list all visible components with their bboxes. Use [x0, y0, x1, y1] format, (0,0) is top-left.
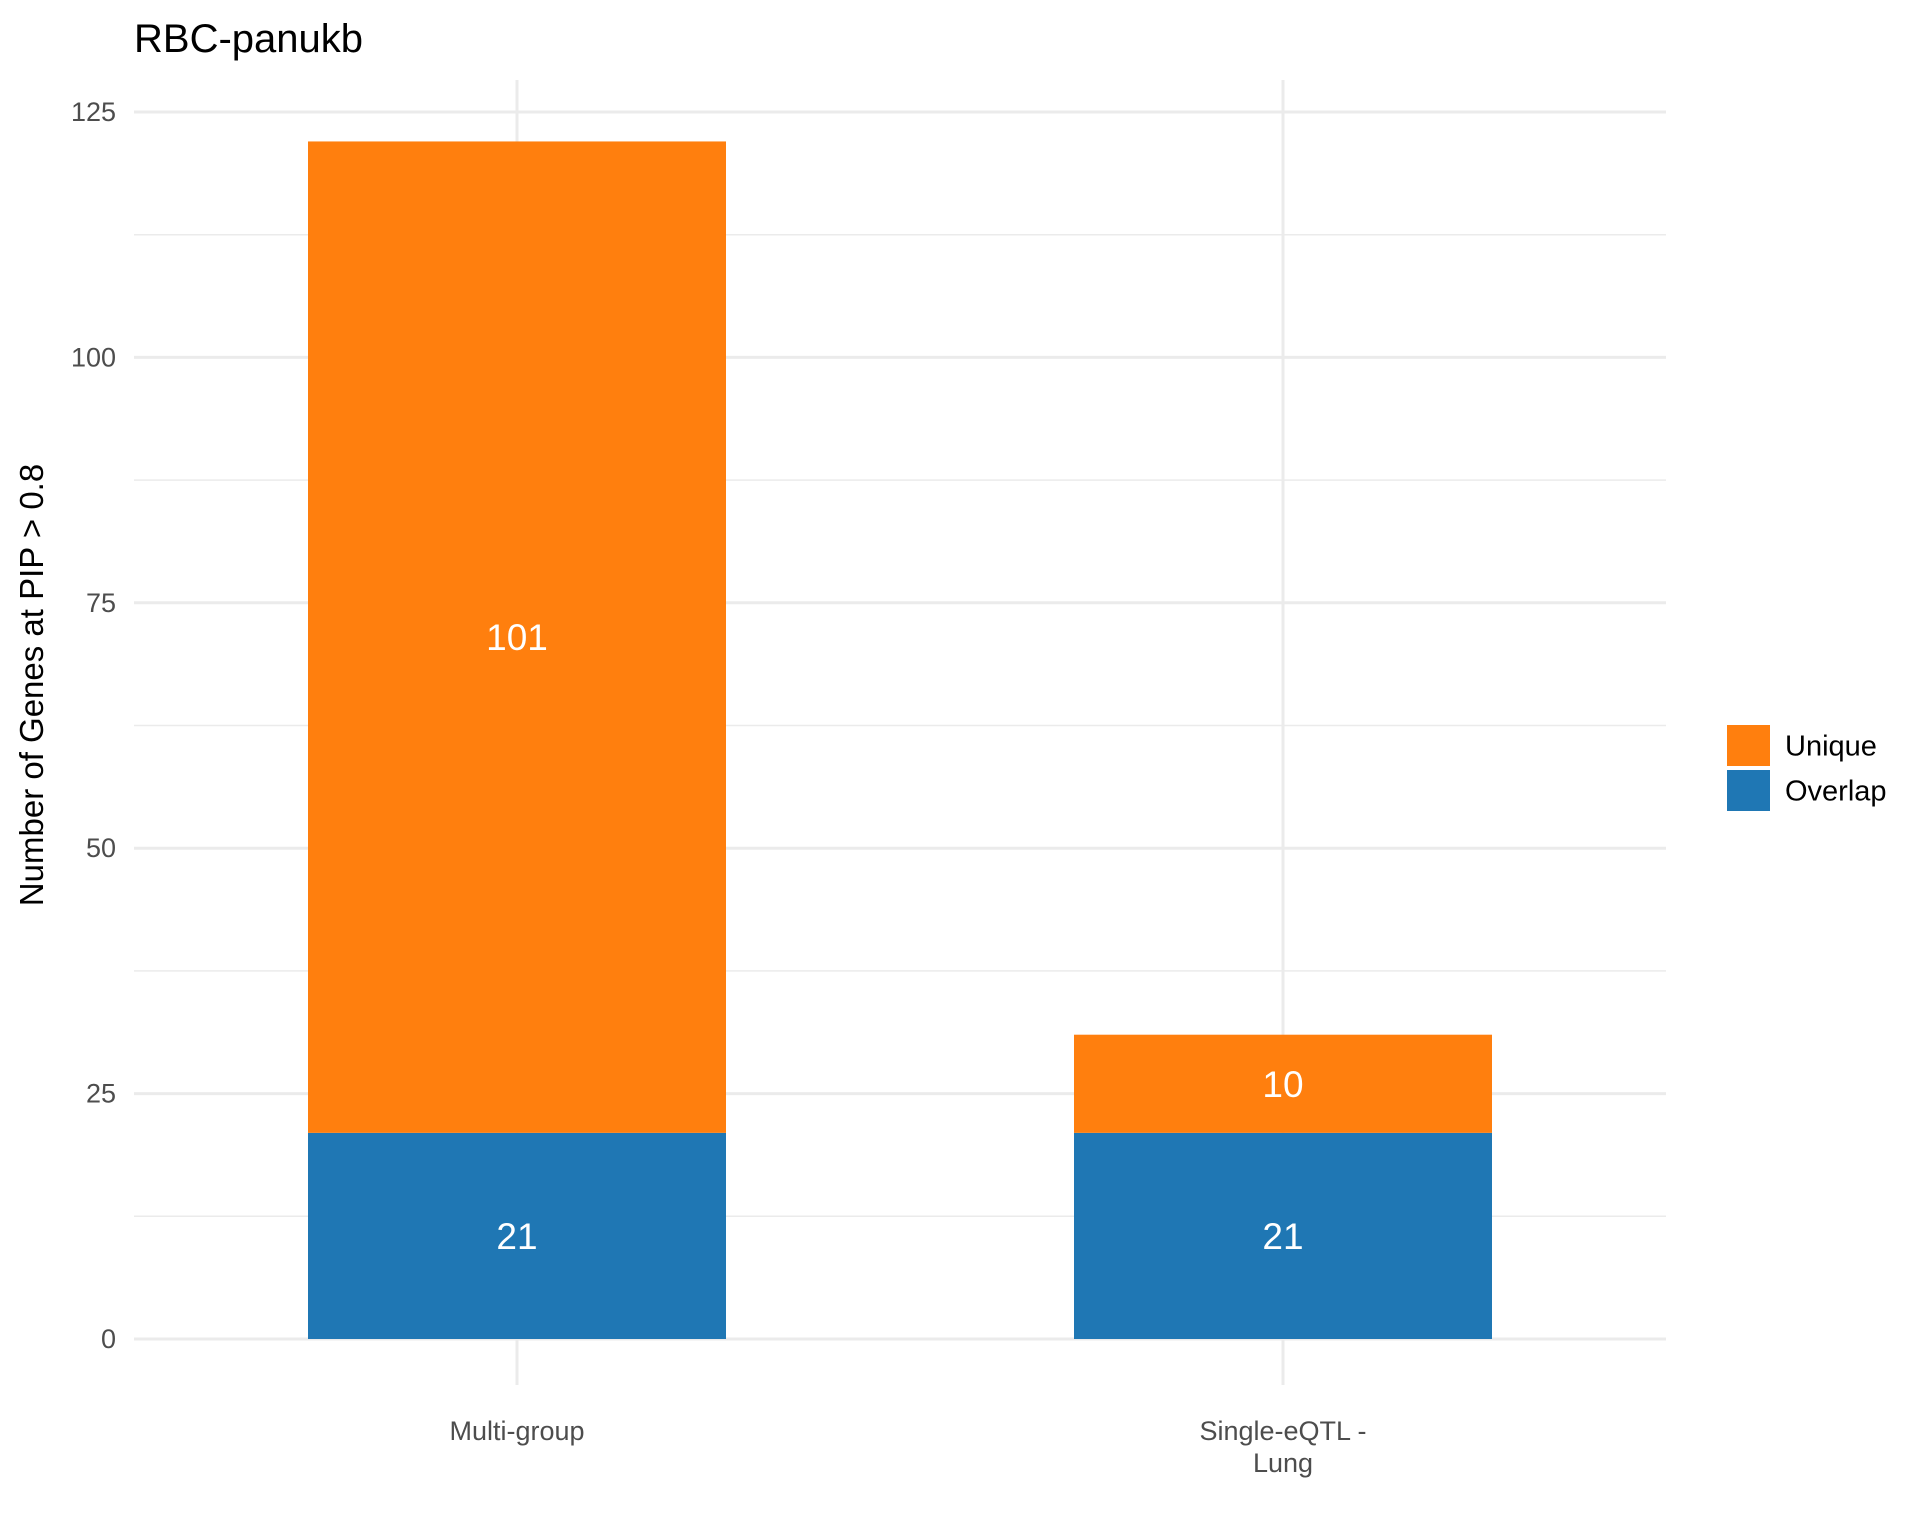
y-axis-title: Number of Genes at PIP > 0.8 [13, 464, 50, 906]
x-tick-label-line: Multi-group [449, 1416, 584, 1446]
x-axis-ticks: Multi-group Single-eQTL -Lung [449, 1416, 1366, 1478]
bar-value-label: 101 [486, 617, 548, 658]
bar-value-label: 21 [496, 1216, 537, 1257]
y-tick-label: 0 [101, 1324, 116, 1354]
legend-label-overlap: Overlap [1785, 776, 1887, 808]
y-tick-label: 25 [86, 1079, 116, 1109]
bar-unique-multi-group [308, 141, 726, 1133]
bars: 21 101 21 10 [308, 141, 1492, 1339]
y-tick-label: 75 [86, 588, 116, 618]
bar-value-label: 10 [1262, 1064, 1303, 1105]
x-tick-label-line: Single-eQTL - [1199, 1416, 1366, 1446]
y-tick-label: 50 [86, 833, 116, 863]
bar-value-label: 21 [1262, 1216, 1303, 1257]
legend: Unique Overlap [1727, 725, 1887, 811]
x-tick-label-line: Lung [1253, 1448, 1313, 1478]
legend-key-unique [1727, 725, 1770, 766]
legend-key-overlap [1727, 770, 1770, 811]
bar-overlap-multi-group [308, 1132, 726, 1339]
x-tick-label: Single-eQTL -Lung [1199, 1416, 1366, 1478]
y-axis-ticks: 0 25 50 75 100 125 [71, 97, 116, 1354]
legend-label-unique: Unique [1785, 731, 1877, 763]
bar-overlap-single-eqtl-lung [1074, 1132, 1492, 1339]
y-tick-label: 125 [71, 97, 116, 127]
chart-title: RBC-panukb [134, 17, 363, 61]
y-tick-label: 100 [71, 342, 116, 372]
bar-unique-single-eqtl-lung [1074, 1034, 1492, 1133]
x-tick-label: Multi-group [449, 1416, 584, 1446]
